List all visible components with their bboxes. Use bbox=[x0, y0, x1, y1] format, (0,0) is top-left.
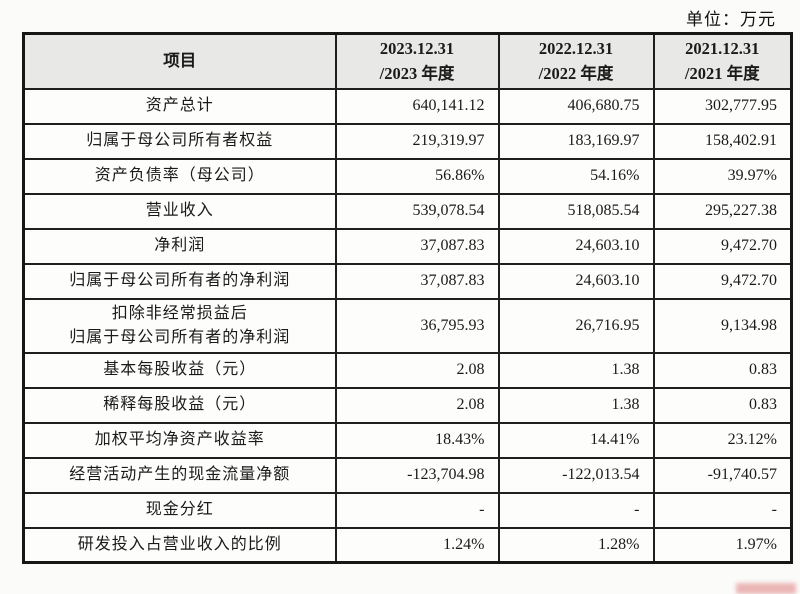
row-label: 现金分红 bbox=[22, 491, 337, 529]
table-row: 资产负债率（母公司） 56.86% 54.16% 39.97% bbox=[22, 157, 793, 195]
row-value: 2.08 bbox=[334, 351, 500, 389]
table-header: 项目 2023.12.31 /2023 年度 2022.12.31 /2022 年度… bbox=[22, 32, 793, 90]
column-header-item: 项目 bbox=[22, 32, 337, 90]
row-value: -122,013.54 bbox=[497, 456, 655, 494]
row-value: 158,402.91 bbox=[652, 122, 793, 160]
row-value: 640,141.12 bbox=[334, 87, 500, 125]
row-label: 净利润 bbox=[22, 227, 337, 265]
row-value: 302,777.95 bbox=[652, 87, 793, 125]
row-value: 406,680.75 bbox=[497, 87, 655, 125]
row-label: 加权平均净资产收益率 bbox=[22, 421, 337, 459]
row-value: 1.38 bbox=[497, 386, 655, 424]
table-row: 研发投入占营业收入的比例 1.24% 1.28% 1.97% bbox=[22, 526, 793, 564]
row-value: 24,603.10 bbox=[497, 262, 655, 300]
row-value: 1.24% bbox=[334, 526, 500, 564]
table-row: 基本每股收益（元） 2.08 1.38 0.83 bbox=[22, 351, 793, 389]
table-row: 扣除非经常损益后 归属于母公司所有者的净利润 36,795.93 26,716.95… bbox=[22, 297, 793, 354]
table-row: 加权平均净资产收益率 18.43% 14.41% 23.12% bbox=[22, 421, 793, 459]
row-value: 183,169.97 bbox=[497, 122, 655, 160]
row-value: 24,603.10 bbox=[497, 227, 655, 265]
row-value: - bbox=[334, 491, 500, 529]
table-row: 归属于母公司所有者的净利润 37,087.83 24,603.10 9,472.70 bbox=[22, 262, 793, 300]
row-value: 39.97% bbox=[652, 157, 793, 195]
row-value: 539,078.54 bbox=[334, 192, 500, 230]
row-label: 资产负债率（母公司） bbox=[22, 157, 337, 195]
row-label: 稀释每股收益（元） bbox=[22, 386, 337, 424]
financial-table: 项目 2023.12.31 /2023 年度 2022.12.31 /2022 年度… bbox=[22, 32, 793, 564]
row-value: -91,740.57 bbox=[652, 456, 793, 494]
column-header-period: 2023.12.31 /2023 年度 bbox=[334, 32, 500, 90]
row-value: 26,716.95 bbox=[497, 297, 655, 354]
row-value: 9,134.98 bbox=[652, 297, 793, 354]
row-value: 295,227.38 bbox=[652, 192, 793, 230]
row-value: 23.12% bbox=[652, 421, 793, 459]
column-header-period: 2021.12.31 /2021 年度 bbox=[652, 32, 793, 90]
table-body: 资产总计 640,141.12 406,680.75 302,777.95 归属于母公司… bbox=[22, 87, 793, 564]
table-row: 资产总计 640,141.12 406,680.75 302,777.95 bbox=[22, 87, 793, 125]
column-header-period: 2022.12.31 /2022 年度 bbox=[497, 32, 655, 90]
row-value: 0.83 bbox=[652, 351, 793, 389]
row-label: 经营活动产生的现金流量净额 bbox=[22, 456, 337, 494]
row-label: 基本每股收益（元） bbox=[22, 351, 337, 389]
row-value: 9,472.70 bbox=[652, 227, 793, 265]
row-value: 1.38 bbox=[497, 351, 655, 389]
row-label: 研发投入占营业收入的比例 bbox=[22, 526, 337, 564]
row-value: 518,085.54 bbox=[497, 192, 655, 230]
row-value: 36,795.93 bbox=[334, 297, 500, 354]
row-value: -123,704.98 bbox=[334, 456, 500, 494]
row-label: 扣除非经常损益后 归属于母公司所有者的净利润 bbox=[22, 297, 337, 354]
row-value: 37,087.83 bbox=[334, 262, 500, 300]
row-value: 18.43% bbox=[334, 421, 500, 459]
row-value: - bbox=[652, 491, 793, 529]
table-row: 营业收入 539,078.54 518,085.54 295,227.38 bbox=[22, 192, 793, 230]
row-value: 54.16% bbox=[497, 157, 655, 195]
table-row: 现金分红 - - - bbox=[22, 491, 793, 529]
row-value: 37,087.83 bbox=[334, 227, 500, 265]
row-value: 2.08 bbox=[334, 386, 500, 424]
row-label: 归属于母公司所有者权益 bbox=[22, 122, 337, 160]
row-label: 资产总计 bbox=[22, 87, 337, 125]
unit-label: 单位：万元 bbox=[686, 10, 776, 29]
table-row: 稀释每股收益（元） 2.08 1.38 0.83 bbox=[22, 386, 793, 424]
row-value: 219,319.97 bbox=[334, 122, 500, 160]
table-row: 经营活动产生的现金流量净额 -123,704.98 -122,013.54 -91,7… bbox=[22, 456, 793, 494]
row-value: 0.83 bbox=[652, 386, 793, 424]
table-row: 净利润 37,087.83 24,603.10 9,472.70 bbox=[22, 227, 793, 265]
row-label: 归属于母公司所有者的净利润 bbox=[22, 262, 337, 300]
row-value: - bbox=[497, 491, 655, 529]
row-value: 9,472.70 bbox=[652, 262, 793, 300]
row-label: 营业收入 bbox=[22, 192, 337, 230]
row-value: 56.86% bbox=[334, 157, 500, 195]
row-value: 1.97% bbox=[652, 526, 793, 564]
table-row: 归属于母公司所有者权益 219,319.97 183,169.97 158,402.9… bbox=[22, 122, 793, 160]
row-value: 1.28% bbox=[497, 526, 655, 564]
watermark-fragment bbox=[736, 583, 796, 594]
row-value: 14.41% bbox=[497, 421, 655, 459]
header-row: 项目 2023.12.31 /2023 年度 2022.12.31 /2022 年度… bbox=[22, 32, 793, 90]
